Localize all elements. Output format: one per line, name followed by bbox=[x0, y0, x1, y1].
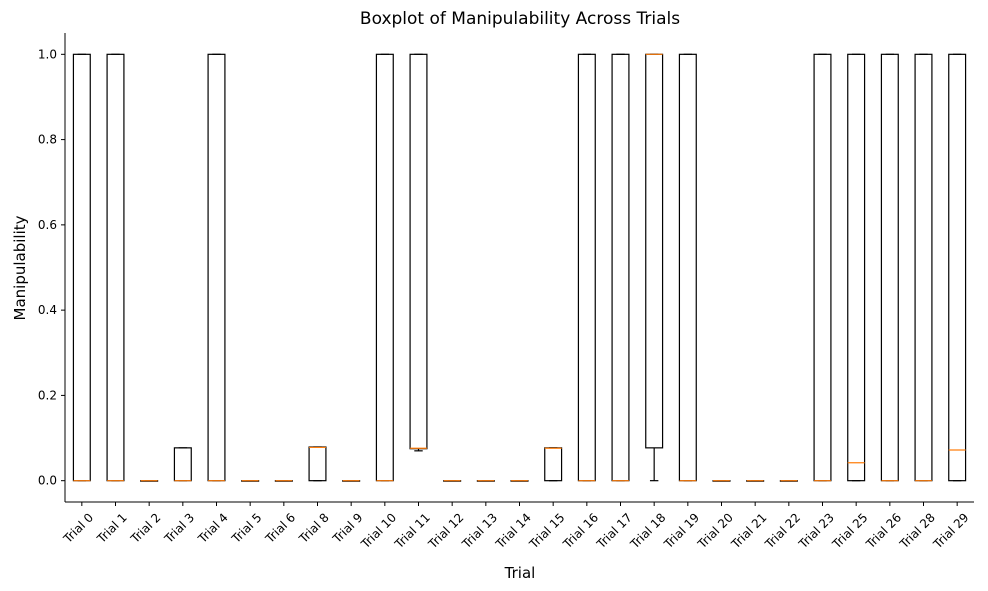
y-tick-label: 0.0 bbox=[38, 474, 57, 488]
box bbox=[678, 53, 697, 482]
y-tick-label: 0.2 bbox=[38, 388, 57, 402]
box bbox=[106, 53, 125, 482]
x-tick-label: Trial 26 bbox=[863, 510, 904, 551]
x-axis-label: Trial bbox=[504, 564, 536, 582]
x-tick-label: Trial 14 bbox=[492, 510, 533, 551]
x-tick-label: Trial 19 bbox=[661, 510, 702, 551]
x-tick-label: Trial 22 bbox=[762, 510, 803, 551]
chart-title: Boxplot of Manipulability Across Trials bbox=[360, 9, 680, 29]
x-tick-label: Trial 12 bbox=[425, 510, 466, 551]
x-tick-label: Trial 10 bbox=[358, 510, 399, 551]
x-tick-label: Trial 6 bbox=[262, 510, 298, 546]
box bbox=[948, 53, 967, 482]
box bbox=[645, 53, 664, 449]
box bbox=[409, 53, 428, 450]
y-tick-label: 0.6 bbox=[38, 218, 57, 232]
x-tick-label: Trial 16 bbox=[560, 510, 601, 551]
box bbox=[375, 53, 394, 482]
x-tick-label: Trial 11 bbox=[391, 510, 432, 551]
x-tick-label: Trial 1 bbox=[94, 510, 130, 546]
y-tick-label: 0.8 bbox=[38, 133, 57, 147]
box bbox=[173, 447, 192, 482]
box bbox=[207, 53, 226, 482]
x-tick-label: Trial 18 bbox=[627, 510, 668, 551]
box bbox=[813, 53, 832, 482]
box bbox=[847, 53, 866, 482]
box bbox=[72, 53, 91, 482]
x-tick-label: Trial 2 bbox=[127, 510, 163, 546]
y-tick-label: 1.0 bbox=[38, 47, 57, 61]
box bbox=[544, 447, 563, 482]
x-tick-label: Trial 20 bbox=[694, 510, 735, 551]
x-tick-label: Trial 4 bbox=[195, 510, 231, 546]
x-tick-label: Trial 3 bbox=[161, 510, 197, 546]
x-tick-label: Trial 28 bbox=[896, 510, 937, 551]
x-tick-label: Trial 8 bbox=[296, 510, 332, 546]
box bbox=[914, 53, 933, 482]
x-tick-label: Trial 17 bbox=[593, 510, 634, 551]
x-tick-label: Trial 0 bbox=[60, 510, 96, 546]
box bbox=[880, 53, 899, 482]
x-tick-label: Trial 25 bbox=[829, 510, 870, 551]
y-axis-label: Manipulability bbox=[11, 215, 29, 320]
x-tick-label: Trial 13 bbox=[459, 510, 500, 551]
x-tick-label: Trial 21 bbox=[728, 510, 769, 551]
box bbox=[308, 446, 327, 482]
x-tick-label: Trial 29 bbox=[930, 510, 971, 551]
box bbox=[611, 53, 630, 482]
box bbox=[577, 53, 596, 482]
x-tick-label: Trial 23 bbox=[795, 510, 836, 551]
x-tick-label: Trial 15 bbox=[526, 510, 567, 551]
y-tick-label: 0.4 bbox=[38, 303, 57, 317]
x-tick-label: Trial 5 bbox=[228, 510, 264, 546]
